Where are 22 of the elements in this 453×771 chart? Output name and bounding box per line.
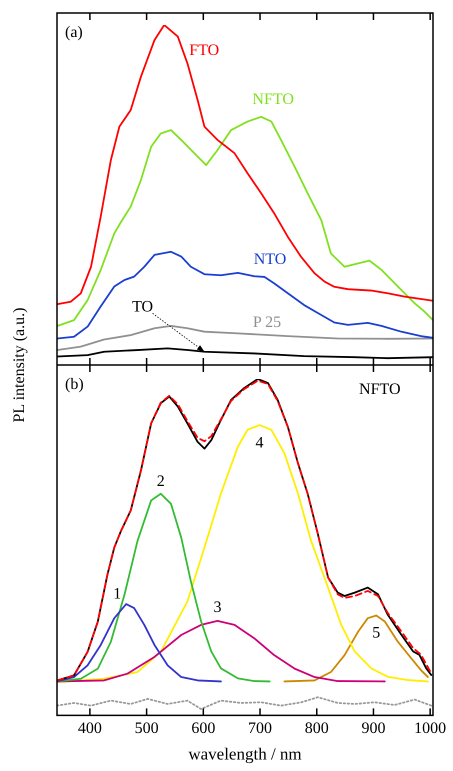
series-label: NFTO bbox=[252, 91, 294, 108]
y-axis-title: PL intensity (a.u.) bbox=[11, 308, 29, 422]
x-tick-label: 900 bbox=[361, 720, 386, 738]
x-tick-label: 700 bbox=[248, 720, 272, 738]
series-label: FTO bbox=[189, 42, 220, 60]
text: TO bbox=[132, 298, 154, 316]
x-tick-label: 800 bbox=[304, 720, 329, 738]
series-label: 2 bbox=[156, 472, 165, 490]
series-label: 5 bbox=[372, 624, 380, 642]
annotation: (b) bbox=[65, 376, 84, 394]
x-tick-label: 500 bbox=[134, 720, 159, 738]
series-label: 1 bbox=[113, 585, 122, 602]
x-tick-label: 400 bbox=[78, 720, 102, 738]
series-label: 4 bbox=[255, 434, 264, 452]
series-label: NTO bbox=[254, 250, 286, 268]
x-tick-label: 1000 bbox=[414, 720, 446, 738]
series-label: P 25 bbox=[252, 314, 282, 332]
legend-label: NFTO bbox=[359, 381, 401, 398]
annotation: (a) bbox=[65, 24, 83, 42]
x-tick-label: 600 bbox=[191, 720, 216, 738]
x-axis-title: wavelength / nm bbox=[188, 744, 302, 764]
series-label: 3 bbox=[213, 599, 222, 616]
